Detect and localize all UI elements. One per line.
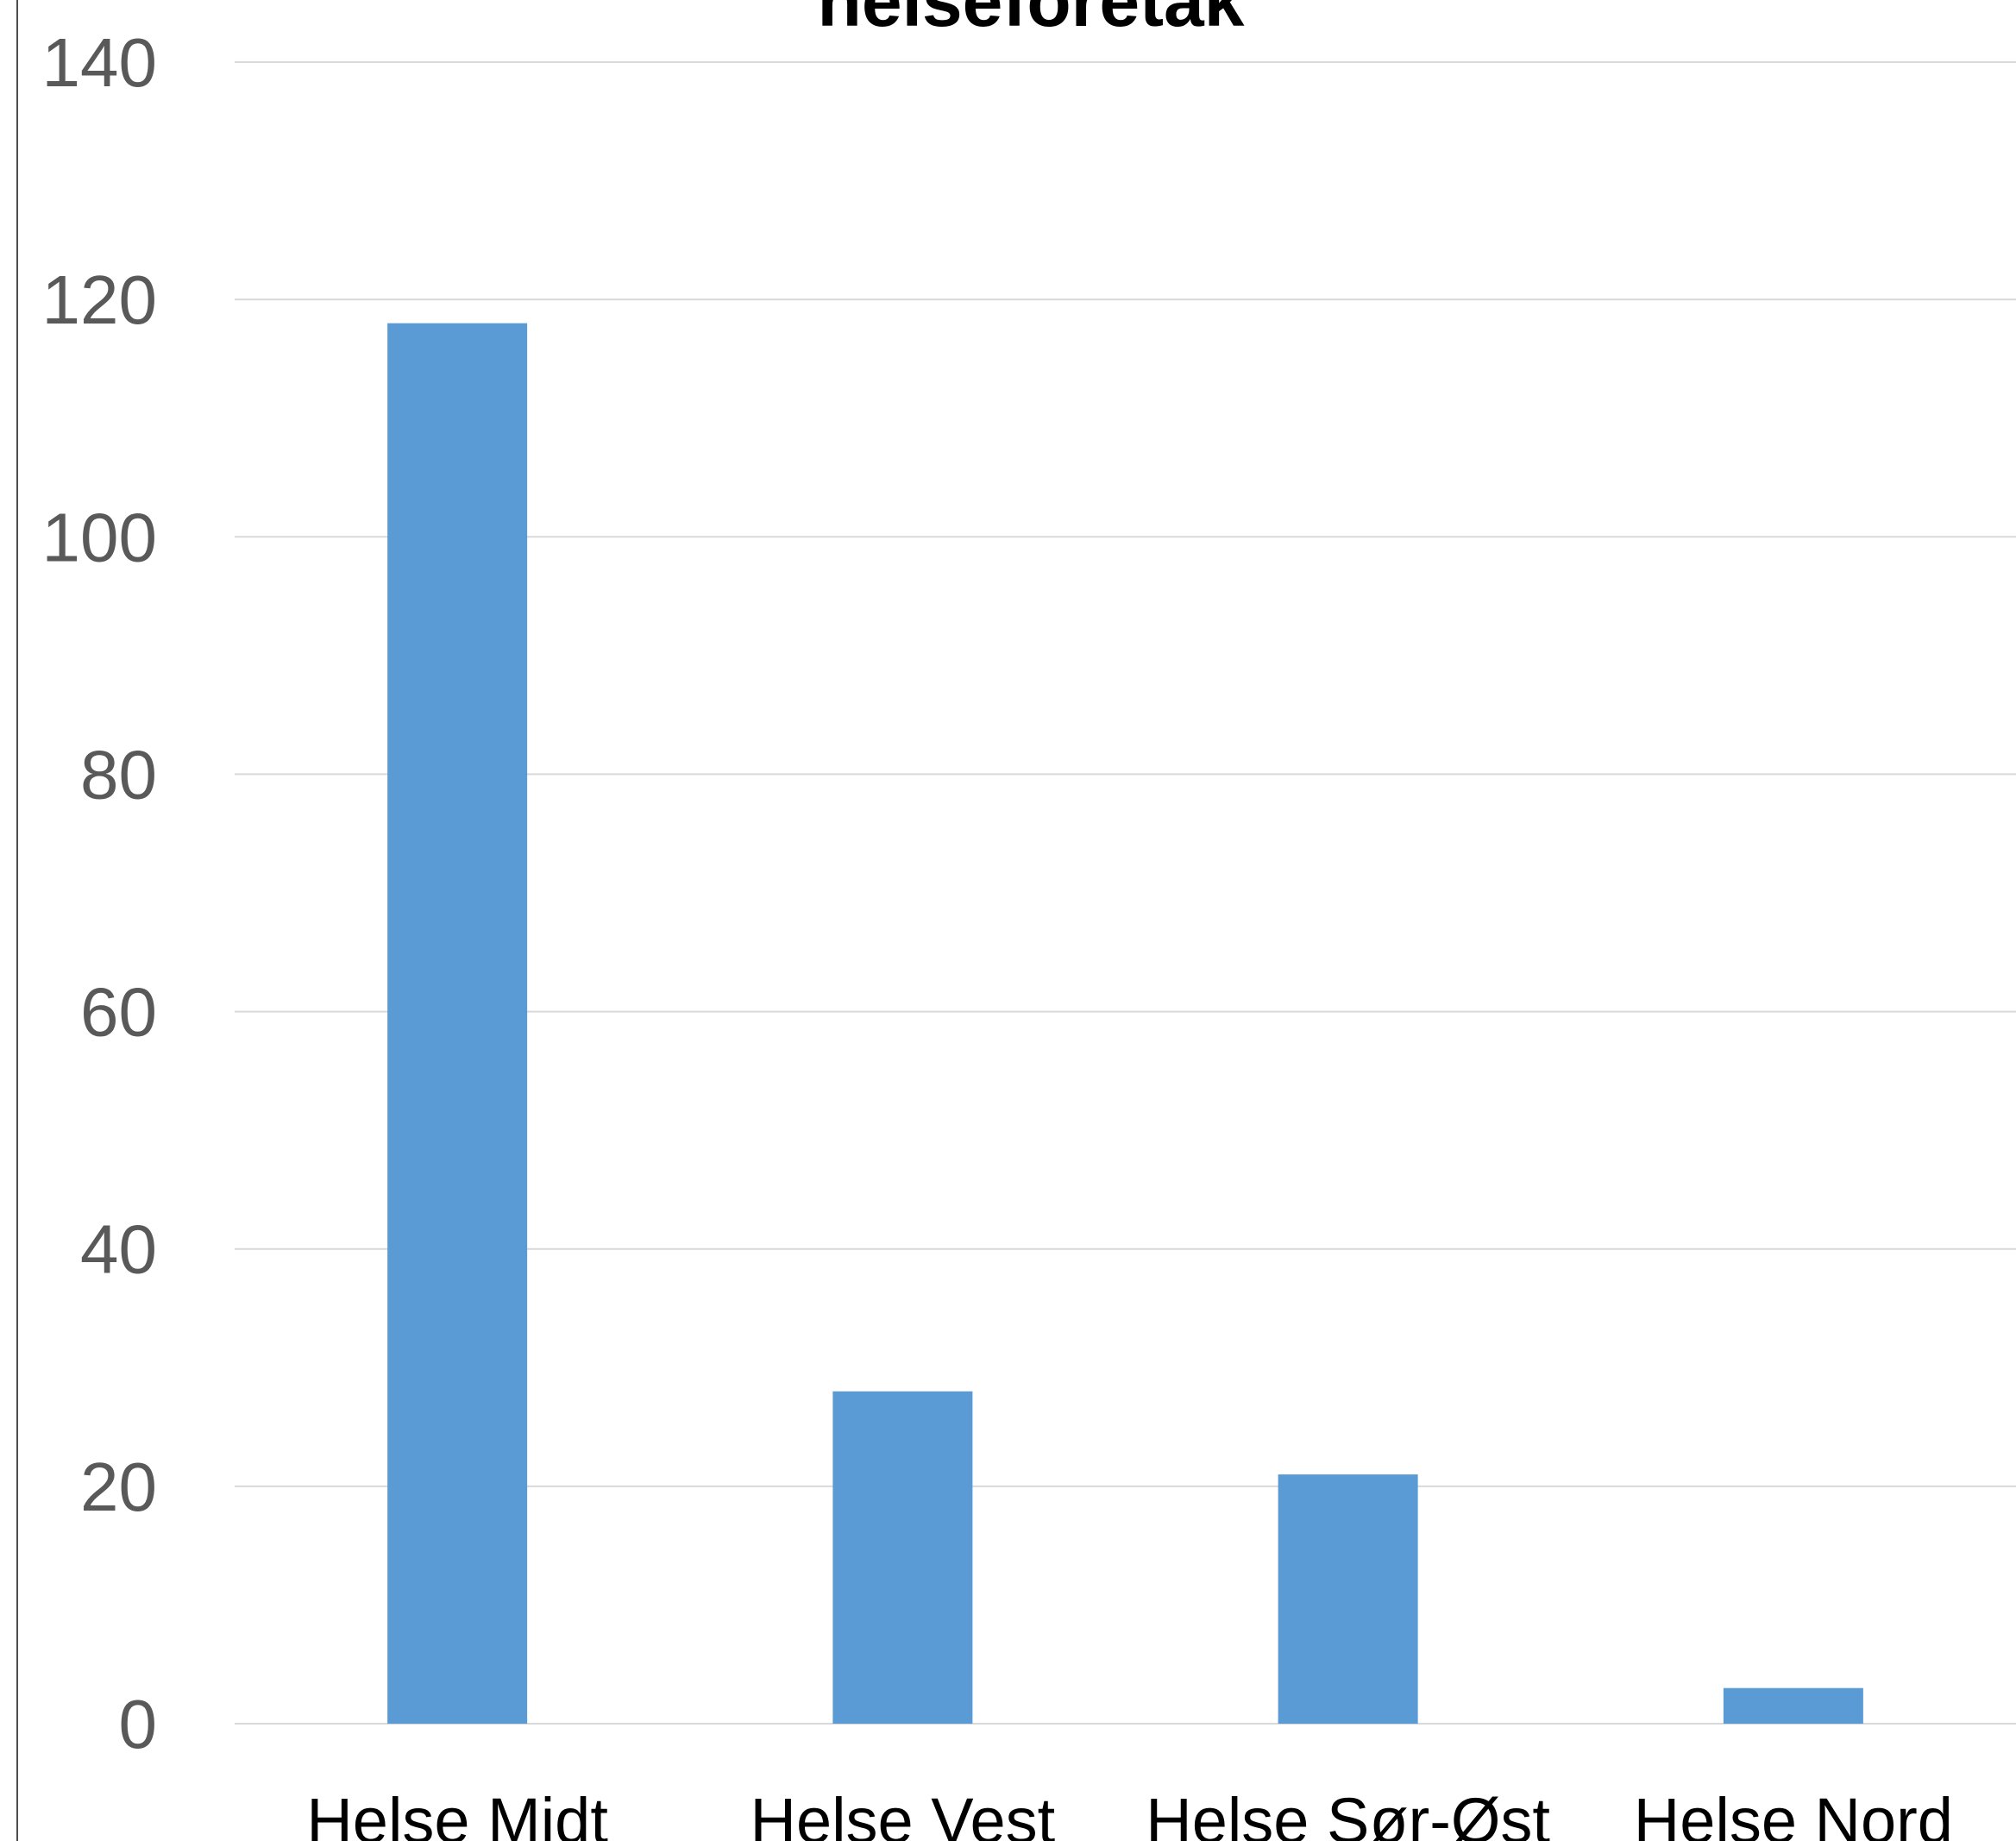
bar-helse-vest [832, 1391, 973, 1724]
gridlines [235, 61, 2016, 1725]
y-tick-label: 80 [80, 736, 157, 813]
x-category-label: Helse Midt [306, 1785, 608, 1841]
bar-helse-midt [387, 323, 528, 1725]
y-tick-label: 140 [42, 24, 157, 101]
bars [387, 323, 1863, 1725]
bar-helse-nord [1723, 1687, 1863, 1724]
x-category-label: Helse Vest [751, 1785, 1056, 1841]
bar-helse-s-r-st [1278, 1474, 1418, 1724]
y-tick-label: 120 [42, 261, 157, 338]
chart-left-border [16, 0, 18, 1841]
y-tick-label: 60 [80, 974, 157, 1051]
y-tick-label: 40 [80, 1211, 157, 1288]
x-category-label: Helse Nord [1634, 1785, 1953, 1841]
x-category-label: Helse Sør-Øst [1146, 1785, 1550, 1841]
y-tick-labels: 0 20 40 60 80 100 120 140 [42, 24, 157, 1762]
y-tick-label: 100 [42, 499, 157, 575]
chart-title: helseforetak [818, 0, 1245, 41]
x-category-labels: Helse Midt Helse Vest Helse Sør-Øst Helse N… [306, 1785, 1953, 1841]
y-tick-label: 20 [80, 1448, 157, 1525]
y-tick-label: 0 [119, 1686, 158, 1762]
